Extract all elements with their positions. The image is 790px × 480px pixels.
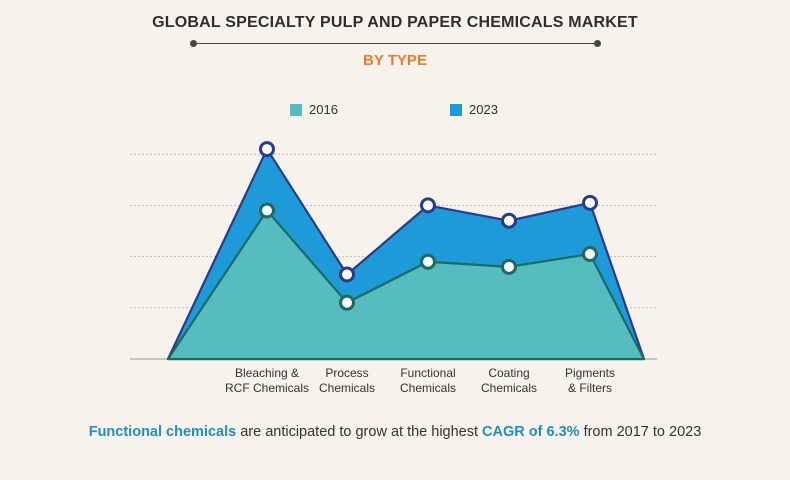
- footer-highlight-cagr: CAGR of 6.3%: [482, 424, 580, 440]
- x-tick-label-0-0: Bleaching &: [235, 366, 299, 380]
- x-tick-label-3-0: Coating: [488, 366, 529, 380]
- legend-label-2023: 2023: [469, 102, 498, 117]
- x-tick-label-4-1: & Filters: [568, 381, 612, 395]
- point-2016-2: [420, 253, 436, 270]
- point-2016-1: [339, 294, 355, 311]
- x-tick-label-2-0: Functional: [400, 366, 455, 380]
- title-rule-dot-right: [594, 40, 601, 47]
- x-tick-label-1-1: Chemicals: [319, 381, 375, 395]
- legend-item-2016: 2016: [290, 102, 338, 117]
- footer-highlight-functional: Functional chemicals: [88, 424, 237, 440]
- point-2023-0: [259, 141, 275, 158]
- footer-note: Functional chemicals are anticipated to …: [0, 424, 790, 440]
- footer-text-1: are anticipated to grow at the highest: [236, 424, 483, 440]
- x-tick-label-2-1: Chemicals: [400, 381, 456, 395]
- chart-title: GLOBAL SPECIALTY PULP AND PAPER CHEMICAL…: [152, 14, 638, 31]
- point-2023-4: [582, 194, 598, 211]
- legend-swatch-2023: [450, 103, 462, 116]
- legend-label-2016: 2016: [309, 102, 338, 117]
- point-2016-0: [259, 202, 275, 219]
- footer-text-2: from 2017 to 2023: [579, 424, 702, 440]
- chart-subtitle: BY TYPE: [363, 52, 427, 69]
- x-tick-label-0-1: RCF Chemicals: [225, 381, 309, 395]
- point-2016-4: [582, 246, 598, 263]
- point-2023-1: [339, 266, 355, 283]
- area-series-2016: [166, 209, 646, 361]
- point-2016-3: [501, 258, 517, 275]
- x-tick-label-3-1: Chemicals: [481, 381, 537, 395]
- legend-item-2023: 2023: [450, 102, 498, 117]
- legend-swatch-2016: [290, 103, 302, 116]
- title-rule: [193, 43, 597, 44]
- point-2023-2: [420, 197, 436, 214]
- point-2023-3: [501, 212, 517, 229]
- x-tick-label-4-0: Pigments: [565, 366, 615, 380]
- x-tick-label-1-0: Process: [325, 366, 368, 380]
